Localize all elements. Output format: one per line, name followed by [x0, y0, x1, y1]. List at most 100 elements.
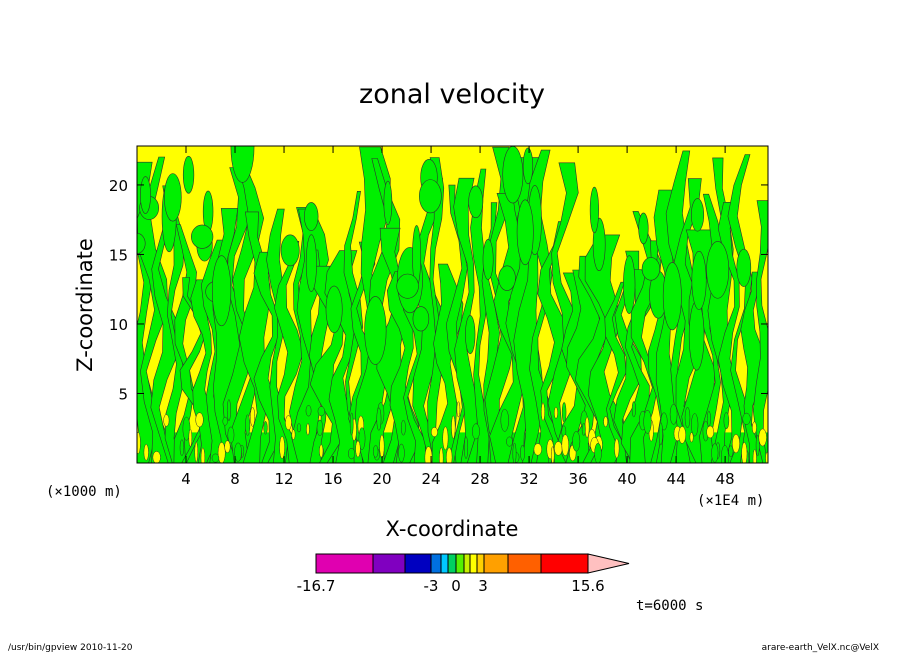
legend-color-segment: [447, 553, 457, 574]
plot-area: [136, 145, 769, 464]
contour-cell: [614, 438, 620, 459]
contour-cell: [348, 447, 355, 460]
contour-blob: [468, 185, 484, 219]
chart-title: zonal velocity: [359, 79, 545, 110]
legend-tick-label: 3: [478, 577, 488, 595]
contour-cell: [732, 434, 740, 454]
contour-blob: [325, 285, 343, 334]
y-axis-label: Z-coordinate: [73, 238, 97, 372]
legend-color-segment: [404, 553, 432, 574]
contour-cell: [706, 425, 715, 439]
contour-plume: [274, 241, 304, 463]
contour-cell: [691, 413, 699, 437]
contour-blob: [641, 257, 661, 281]
contour-blob: [140, 176, 151, 214]
contour-blob: [623, 255, 636, 314]
contour-cell: [379, 434, 385, 458]
contour-cell: [291, 429, 296, 440]
contour-cell: [500, 408, 509, 432]
x-tick-label: 28: [471, 470, 490, 488]
contour-cell: [163, 414, 170, 427]
color-legend: -16.7 -3 0 3 15.6: [297, 553, 630, 595]
contour-plume: [137, 156, 170, 463]
contour-cell: [226, 399, 231, 422]
contour-cell: [143, 444, 149, 461]
contour-cell: [572, 431, 581, 452]
legend-color-segment: [315, 553, 374, 574]
contour-cell: [561, 402, 567, 423]
contour-cell: [211, 453, 220, 463]
contour-cell: [741, 442, 748, 463]
contour-cell: [424, 446, 433, 463]
contour-cell: [561, 434, 570, 456]
y-scale-label: (×1000 m): [46, 484, 122, 500]
y-tick-label: 15: [109, 246, 128, 264]
contour-cell: [728, 445, 734, 458]
legend-tick-label: -3: [424, 577, 439, 595]
legend-color-segment: [469, 553, 478, 574]
legend-color-segment: [440, 553, 449, 574]
contour-blob: [383, 180, 393, 225]
y-tick-label: 10: [109, 316, 128, 334]
contour-blob: [191, 224, 214, 249]
contour-cell: [742, 412, 751, 425]
contour-blob: [304, 202, 319, 231]
contour-cell: [689, 432, 694, 443]
contour-cell: [296, 423, 302, 433]
contour-blob: [280, 234, 300, 267]
contour-cell: [179, 439, 185, 457]
contour-blob: [164, 173, 182, 222]
contour-cell: [349, 412, 354, 436]
y-tick-label: 20: [109, 177, 128, 195]
contour-blob: [230, 146, 255, 183]
legend-tick-label: -16.7: [297, 577, 336, 595]
contour-blob: [691, 250, 707, 310]
contour-blob: [638, 212, 649, 245]
contour-blob: [498, 265, 516, 291]
contour-cell: [305, 405, 312, 417]
legend-color-segment: [540, 553, 589, 574]
contour-cell: [464, 436, 469, 459]
legend-color-segment: [455, 553, 465, 574]
contour-cell: [451, 415, 456, 439]
contour-cell: [245, 414, 251, 436]
contour-cell: [520, 444, 525, 461]
x-tick-label: 36: [569, 470, 588, 488]
contour-cell: [721, 445, 729, 463]
contour-cell: [669, 403, 678, 425]
legend-overflow-arrow: [587, 553, 630, 574]
x-axis: 4 8 12 16 20 24 28 32 36 40 44 48: [181, 146, 735, 488]
contour-cell: [222, 416, 228, 426]
contour-cell: [755, 435, 760, 457]
contour-cell: [195, 412, 204, 428]
legend-color-segment: [430, 553, 442, 574]
footer-left: /usr/bin/gpview 2010-11-20: [8, 643, 133, 653]
contour-cell: [581, 422, 586, 436]
contour-cell: [152, 451, 161, 463]
contour-cell: [188, 428, 193, 447]
x-tick-label: 16: [323, 470, 342, 488]
legend-color-segment: [483, 553, 509, 574]
contour-blob: [522, 147, 534, 185]
contour-cell: [398, 443, 405, 463]
contour-blob: [688, 300, 705, 371]
contour-plume: [343, 191, 364, 463]
contour-cell: [227, 426, 235, 444]
contour-blob: [690, 198, 705, 232]
contour-cell: [137, 432, 141, 454]
contour-blob: [419, 179, 442, 214]
contour-cell: [512, 442, 517, 463]
contour-cell: [217, 442, 226, 463]
contour-blob: [364, 296, 387, 365]
legend-color-segment: [507, 553, 542, 574]
x-tick-label: 48: [716, 470, 735, 488]
contour-cell: [631, 401, 636, 418]
x-tick-label: 32: [520, 470, 539, 488]
contour-cell: [678, 426, 686, 444]
contour-cell: [723, 412, 730, 430]
x-axis-label: X-coordinate: [386, 517, 519, 541]
legend-color-segment: [476, 553, 485, 574]
x-tick-label: 4: [181, 470, 191, 488]
contour-cell: [550, 446, 555, 463]
contour-cell: [752, 449, 757, 463]
